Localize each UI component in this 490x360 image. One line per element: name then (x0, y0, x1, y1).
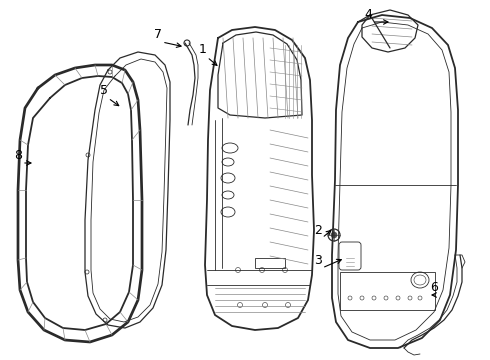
Circle shape (331, 232, 337, 238)
Text: 8: 8 (14, 149, 22, 162)
Text: 5: 5 (100, 84, 108, 97)
Text: 6: 6 (430, 281, 438, 294)
Text: 1: 1 (199, 43, 207, 56)
Text: 2: 2 (314, 224, 322, 237)
Text: 4: 4 (364, 8, 372, 21)
Text: 7: 7 (154, 28, 162, 41)
Bar (255, 258, 285, 268)
Bar (340, 272, 435, 310)
Text: 3: 3 (314, 254, 322, 267)
